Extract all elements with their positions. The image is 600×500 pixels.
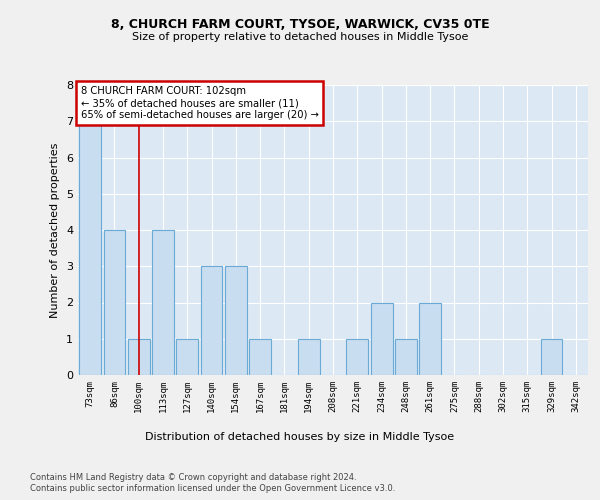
Bar (79, 121, 101, 375)
Text: Contains HM Land Registry data © Crown copyright and database right 2024.: Contains HM Land Registry data © Crown c… (30, 472, 356, 482)
Bar (128, 339, 149, 375)
Bar (176, 339, 198, 375)
Text: Contains public sector information licensed under the Open Government Licence v3: Contains public sector information licen… (30, 484, 395, 493)
Bar (104, 230, 125, 375)
Bar (298, 339, 320, 375)
Bar (200, 266, 223, 375)
Bar (371, 302, 392, 375)
Bar (395, 339, 417, 375)
Bar (346, 339, 368, 375)
Y-axis label: Number of detached properties: Number of detached properties (50, 142, 61, 318)
Text: Distribution of detached houses by size in Middle Tysoe: Distribution of detached houses by size … (145, 432, 455, 442)
Text: 8 CHURCH FARM COURT: 102sqm
← 35% of detached houses are smaller (11)
65% of sem: 8 CHURCH FARM COURT: 102sqm ← 35% of det… (80, 86, 319, 120)
Bar (541, 339, 562, 375)
Bar (225, 266, 247, 375)
Text: Size of property relative to detached houses in Middle Tysoe: Size of property relative to detached ho… (132, 32, 468, 42)
Bar (419, 302, 441, 375)
Bar (152, 230, 174, 375)
Bar (249, 339, 271, 375)
Text: 8, CHURCH FARM COURT, TYSOE, WARWICK, CV35 0TE: 8, CHURCH FARM COURT, TYSOE, WARWICK, CV… (110, 18, 490, 30)
